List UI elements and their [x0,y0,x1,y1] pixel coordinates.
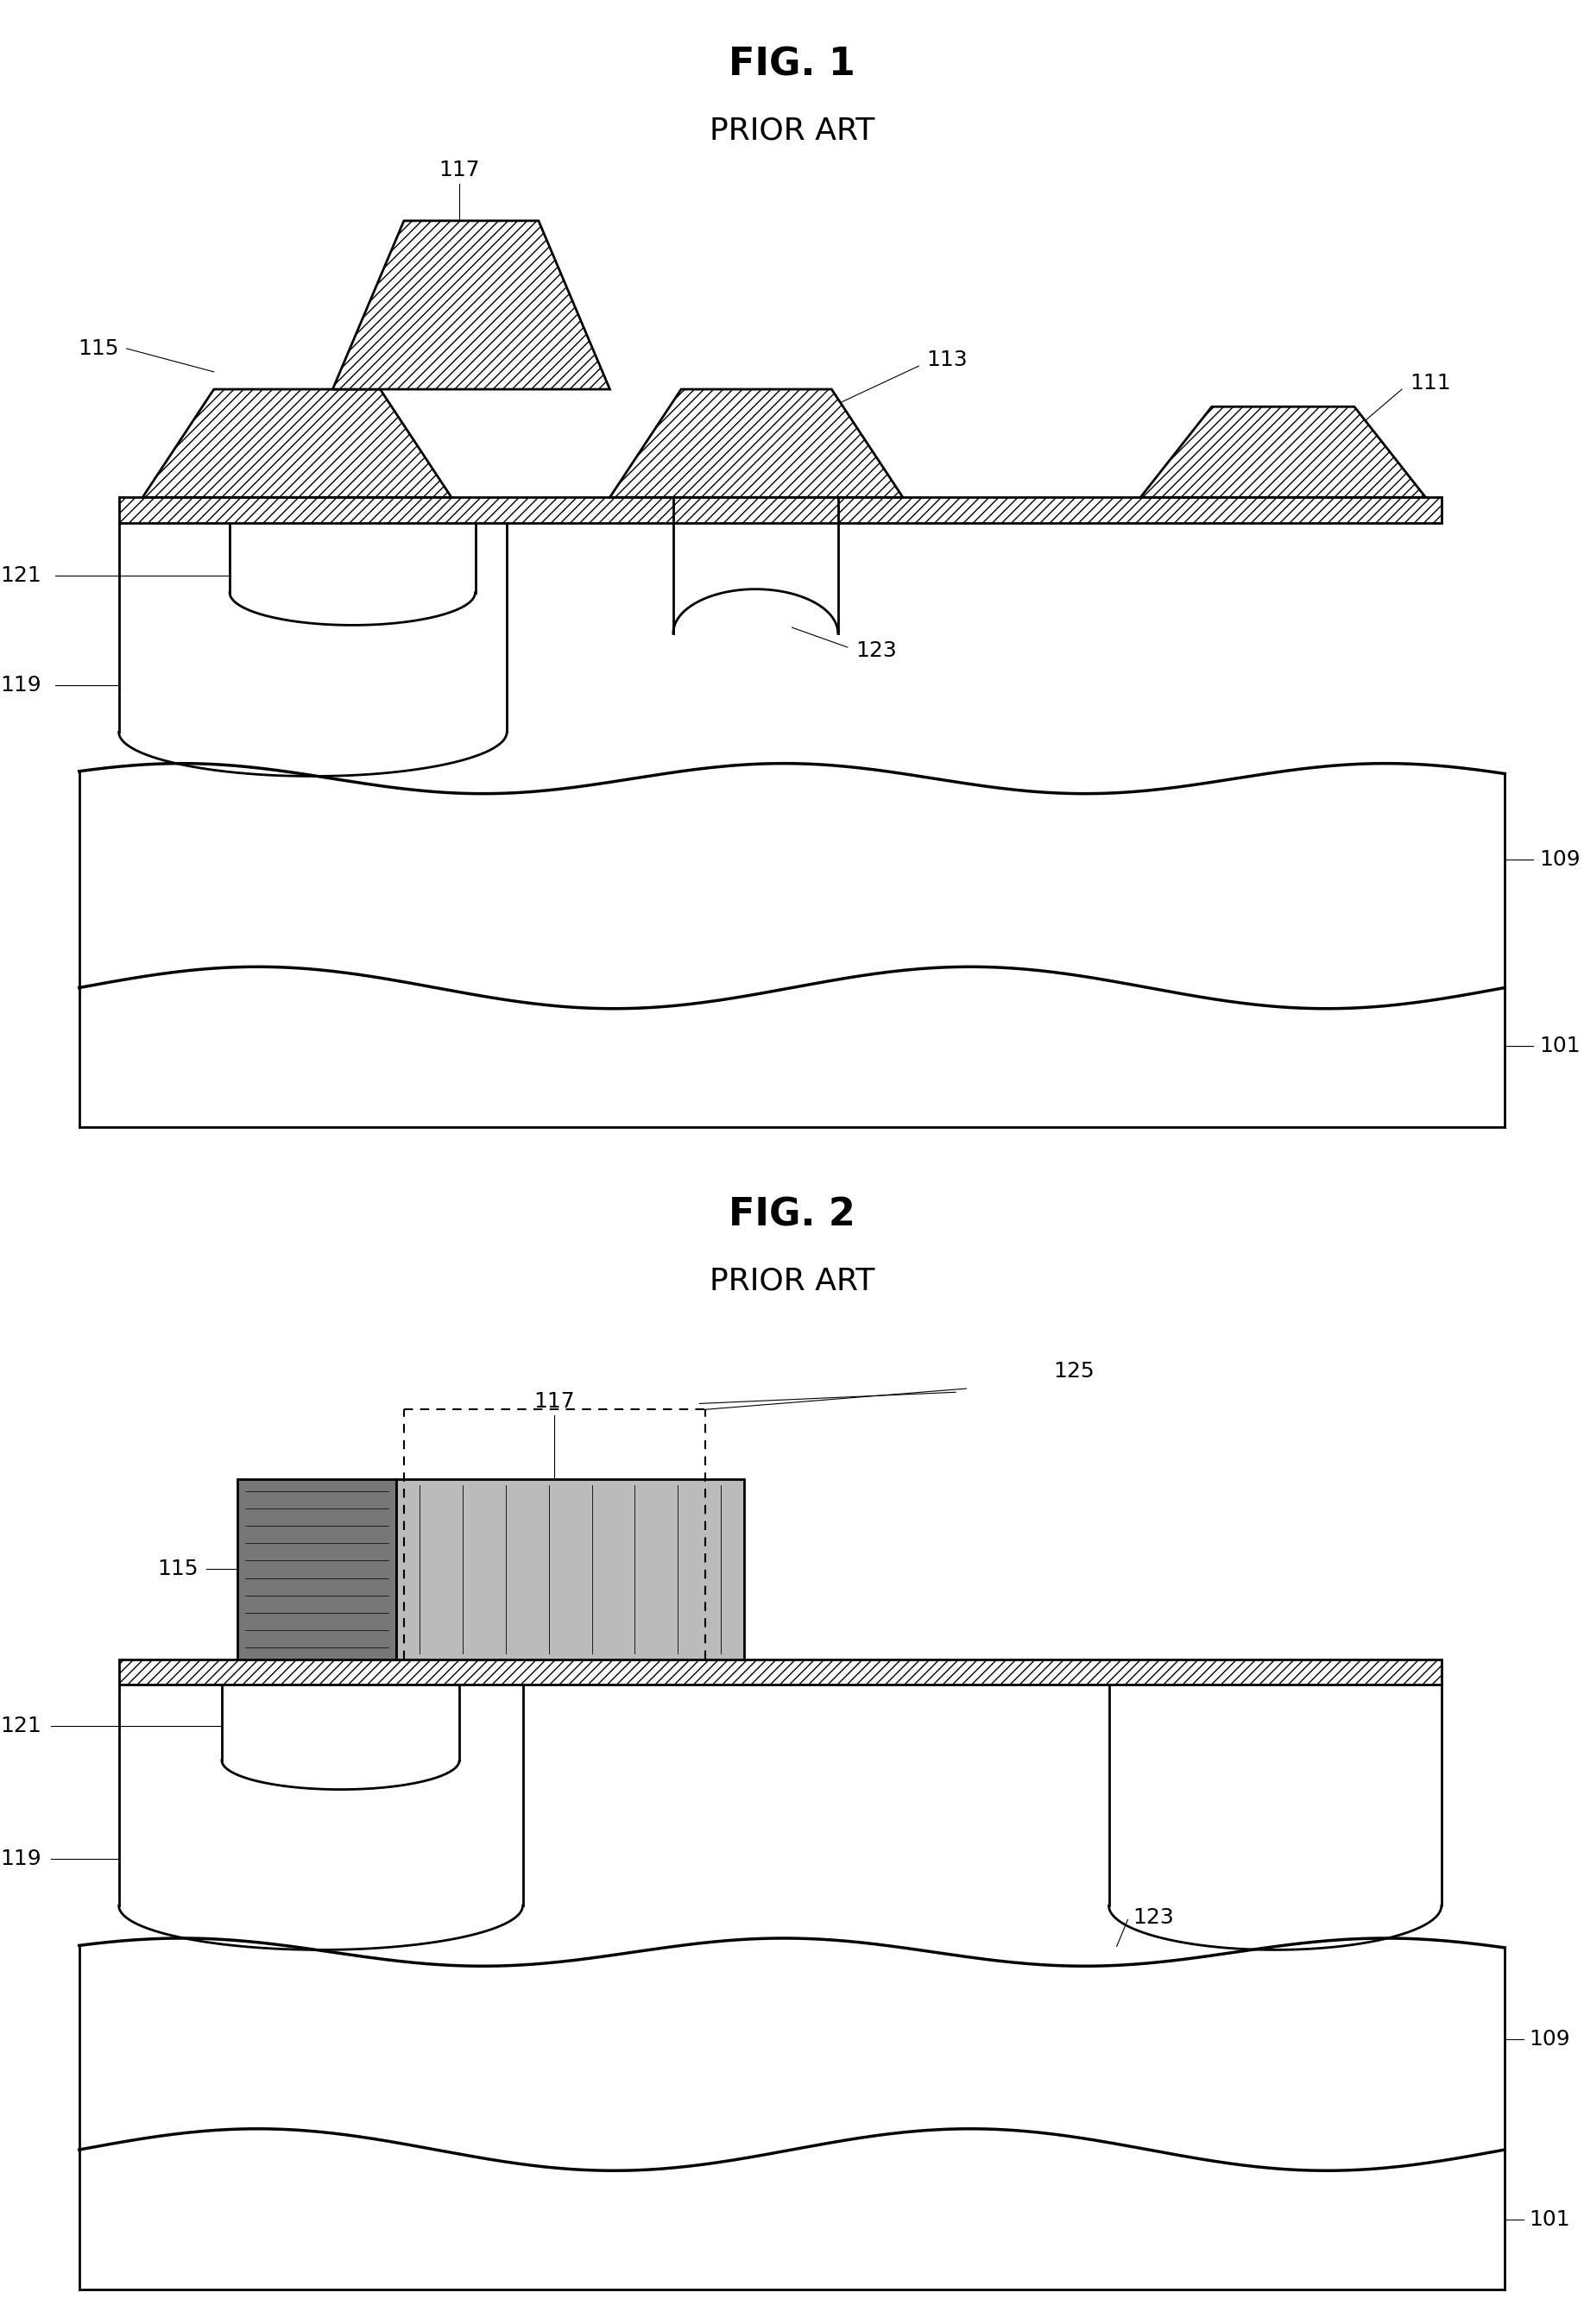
Text: 111: 111 [1410,374,1451,393]
Polygon shape [1140,407,1426,497]
Text: 113: 113 [927,351,968,370]
Text: 117: 117 [534,1392,575,1411]
Text: 123: 123 [1133,1908,1174,1927]
Bar [396,1480,744,1659]
Text: PRIOR ART: PRIOR ART [710,1267,874,1297]
Bar [119,1659,1441,1685]
Text: 109: 109 [1529,2029,1570,2050]
Text: PRIOR ART: PRIOR ART [710,116,874,146]
Text: FIG. 2: FIG. 2 [729,1197,855,1234]
Text: 121: 121 [0,1715,41,1736]
Text: 123: 123 [855,641,897,660]
Text: FIG. 1: FIG. 1 [729,46,855,84]
Bar [119,497,1441,523]
Text: 115: 115 [78,339,119,358]
Text: 115: 115 [157,1559,198,1578]
Text: 119: 119 [0,1850,41,1868]
Text: 101: 101 [1529,2210,1570,2229]
Text: 101: 101 [1540,1037,1581,1055]
Polygon shape [143,388,451,497]
Text: 119: 119 [0,676,41,695]
Text: 121: 121 [0,565,41,586]
Text: 117: 117 [439,160,480,181]
Text: 125: 125 [1053,1362,1095,1380]
Bar [238,1480,396,1659]
Text: 109: 109 [1540,851,1581,869]
Polygon shape [333,221,610,388]
Polygon shape [610,388,903,497]
